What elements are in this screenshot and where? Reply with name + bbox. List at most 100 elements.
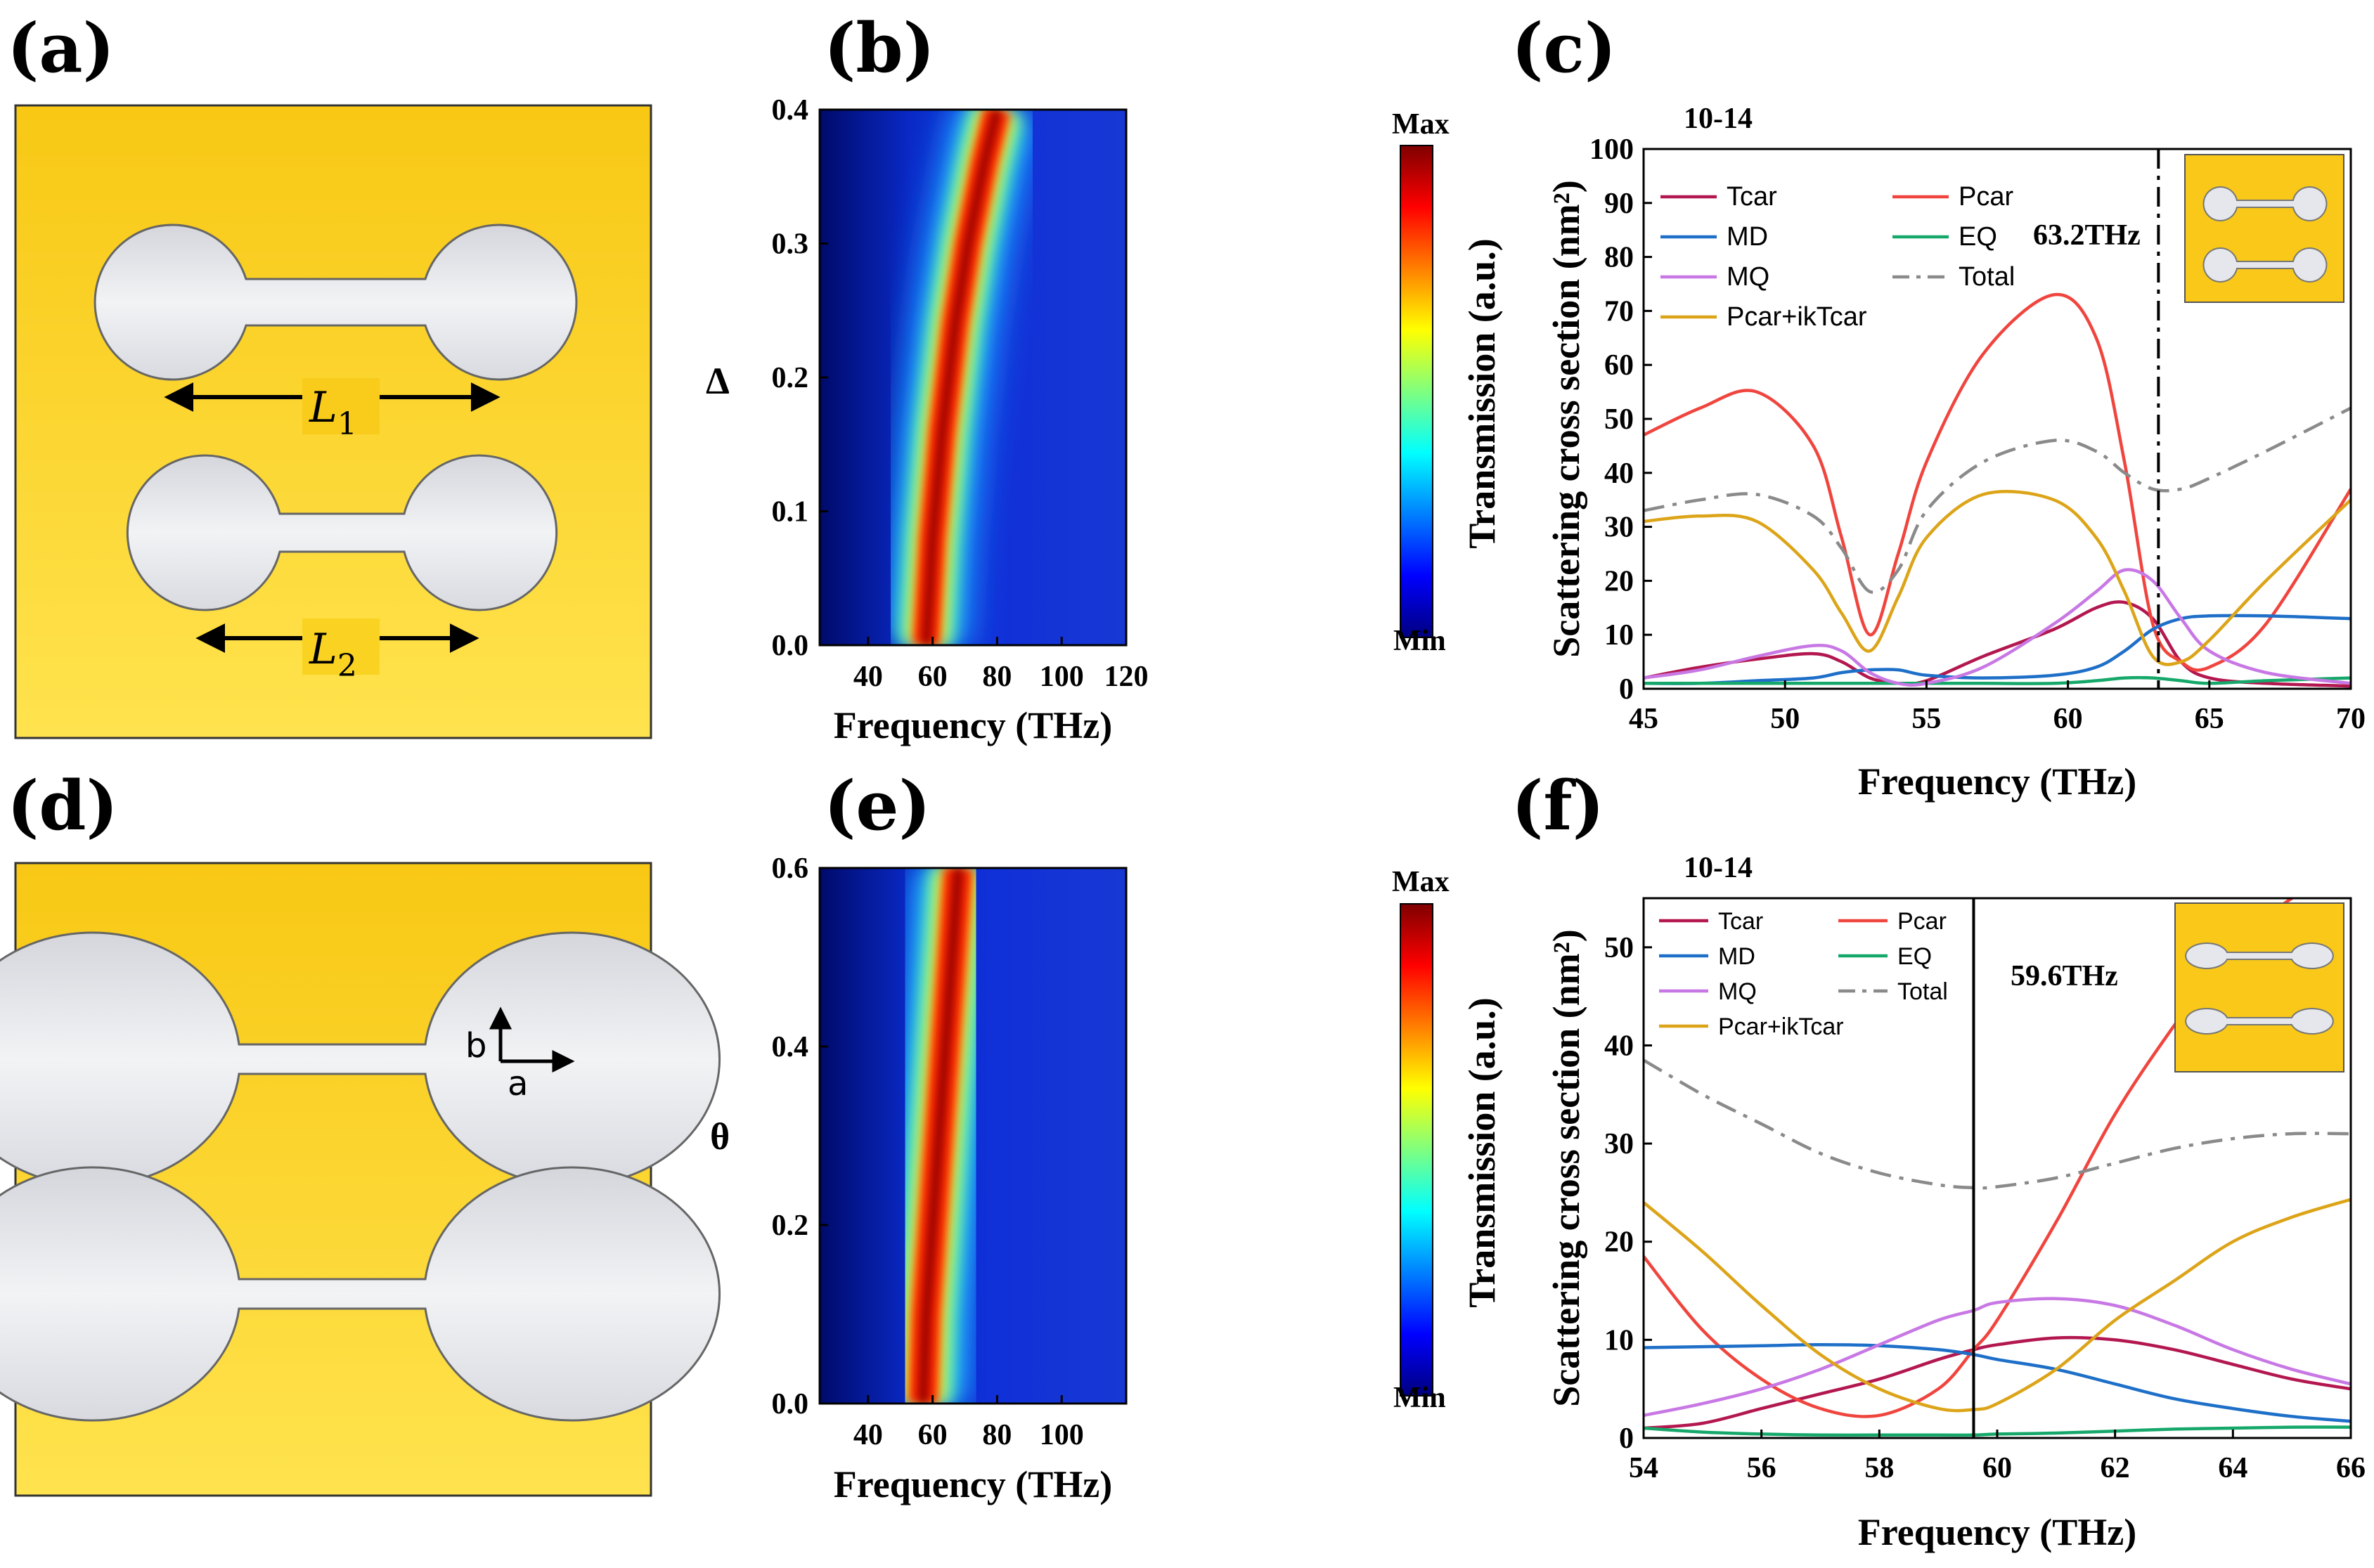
inset-c-substrate — [2184, 154, 2344, 303]
chart-f-scale-note: 10-14 — [1684, 852, 1753, 884]
xtick-label: 60 — [1982, 1452, 2012, 1484]
inset-f-substrate — [2174, 902, 2344, 1073]
series-line-Total — [1644, 1058, 2351, 1190]
panel-label-d: (d) — [7, 766, 118, 845]
chart-c-scale-note: 10-14 — [1684, 103, 1753, 135]
panel-label-c: (c) — [1511, 8, 1616, 88]
legend-label-EQ: EQ — [1897, 943, 1932, 970]
xtick-label: 40 — [853, 661, 883, 693]
label-l2: L2 — [309, 625, 357, 684]
panel-label-f: (f) — [1511, 766, 1604, 845]
series-line-MQ — [1644, 568, 2351, 687]
heatmap-e-frame — [818, 867, 1128, 1405]
xtick-label: 100 — [1040, 1419, 1084, 1451]
series-line-EQ — [1644, 1425, 2351, 1437]
series-line-EQ — [1644, 675, 2351, 685]
series-line-Pcar — [1644, 292, 2351, 672]
ytick-label: 0.0 — [772, 630, 809, 662]
chart-c-xlabel: Frequency (THz) — [1858, 760, 2136, 803]
diagram-a: L1 L2 — [14, 104, 652, 739]
xtick-label: 80 — [982, 1419, 1012, 1451]
xtick-label: 60 — [2053, 703, 2083, 735]
legend-label-MD: MD — [1727, 222, 1768, 252]
ytick-label: 10 — [1604, 619, 1634, 652]
colorbar-b-min: Min — [1393, 625, 1446, 657]
label-b-axis: b — [465, 1026, 486, 1065]
xtick-label: 66 — [2336, 1452, 2366, 1484]
ytick-label: 0.0 — [772, 1388, 809, 1420]
panel-label-a: (a) — [7, 8, 115, 88]
xtick-label: 58 — [1864, 1452, 1894, 1484]
ytick-label: 80 — [1604, 242, 1634, 274]
xtick-label: 50 — [1770, 703, 1800, 735]
ytick-label: 0.4 — [772, 1031, 809, 1063]
ytick-label: 70 — [1604, 295, 1634, 328]
chart-c-ylabel: Scattering cross section (nm²) — [1545, 180, 1587, 658]
xtick-label: 70 — [2336, 703, 2366, 735]
inset-f-hole-top — [2185, 942, 2334, 969]
xtick-label: 60 — [918, 1419, 948, 1451]
label-bg-l1 — [302, 378, 380, 434]
chart-c-annotation: 63.2THz — [2033, 219, 2141, 252]
inset-c-hole-bottom — [2202, 247, 2328, 283]
series-line-PcarikTcar — [1644, 490, 2351, 666]
legend-label-PcarikTcar: Pcar+ikTcar — [1727, 302, 1867, 332]
xtick-label: 45 — [1629, 703, 1658, 735]
ytick-label: 30 — [1604, 512, 1634, 544]
inset-c — [2184, 154, 2344, 303]
ridge-main-4 — [917, 868, 964, 1404]
label-a-axis: a — [508, 1064, 528, 1103]
line-chart-f: 10-14 54 56 58 60 62 64 66 0 10 20 30 40 50 Frequenc… — [1545, 852, 2366, 1553]
ytick-label: 0.2 — [772, 1210, 809, 1242]
colorbar-b-label: Transmission (a.u.) — [1461, 238, 1503, 549]
xtick-label: 62 — [2101, 1452, 2130, 1484]
colorbar-b — [1400, 145, 1433, 638]
ellipse-dumbbell-hole-bottom — [0, 1166, 721, 1422]
xtick-label: 80 — [982, 661, 1012, 693]
xtick-label: 56 — [1747, 1452, 1776, 1484]
legend-label-EQ: EQ — [1959, 222, 1997, 252]
legend-label-Pcar: Pcar — [1897, 908, 1947, 935]
ytick-label: 50 — [1604, 403, 1634, 436]
heatmap-b: 40 60 80 100 120 0.0 0.1 0.2 0.3 0.4 Frequency (T… — [706, 94, 1503, 746]
xtick-label: 65 — [2195, 703, 2224, 735]
chart-f-annotation: 59.6THz — [2011, 960, 2118, 992]
line-chart-c: 10-14 45 50 55 60 65 70 0 10 20 30 40 50 60 70 80 90 100… — [1545, 103, 2366, 803]
heatmap-e-xlabel: Frequency (THz) — [834, 1463, 1112, 1505]
chart-f-ylabel: Scattering cross section (nm²) — [1545, 929, 1587, 1407]
ytick-label: 0.1 — [772, 496, 809, 529]
legend-label-MQ: MQ — [1727, 262, 1769, 292]
chart-f-xlabel: Frequency (THz) — [1858, 1511, 2136, 1553]
colorbar-e-max: Max — [1392, 866, 1450, 898]
legend-label-Total: Total — [1897, 978, 1948, 1005]
ytick-label: 0.6 — [772, 853, 809, 885]
dumbbell-hole-l1 — [93, 223, 578, 381]
legend-label-Total: Total — [1959, 262, 2015, 292]
ytick-label: 0 — [1619, 1423, 1634, 1455]
legend-label-Pcar: Pcar — [1959, 182, 2013, 212]
ytick-label: 100 — [1589, 134, 1634, 166]
xtick-label: 60 — [918, 661, 948, 693]
colorbar-e — [1400, 903, 1433, 1397]
legend-label-MQ: MQ — [1718, 978, 1757, 1005]
xtick-label: 55 — [1911, 703, 1941, 735]
xtick-label: 54 — [1629, 1452, 1658, 1484]
legend-label-Tcar: Tcar — [1727, 182, 1777, 212]
ytick-label: 0.2 — [772, 362, 809, 394]
ytick-label: 30 — [1604, 1128, 1634, 1160]
heatmap-b-xlabel: Frequency (THz) — [834, 704, 1112, 746]
inset-c-hole-top — [2202, 186, 2328, 221]
axes-arrows-ab — [489, 1006, 575, 1073]
series-line-MQ — [1644, 1297, 2351, 1418]
panel-label-b: (b) — [824, 8, 935, 88]
heatmap-e-ylabel: θ — [710, 1115, 730, 1158]
heatmap-e-field — [820, 868, 1126, 1404]
ytick-label: 50 — [1604, 932, 1634, 964]
series-line-Tcar — [1644, 1335, 2351, 1430]
label-l1: L1 — [309, 383, 357, 442]
ytick-label: 0 — [1619, 673, 1634, 706]
series-line-PcarikTcar — [1644, 1198, 2351, 1413]
inset-f — [2174, 902, 2344, 1073]
